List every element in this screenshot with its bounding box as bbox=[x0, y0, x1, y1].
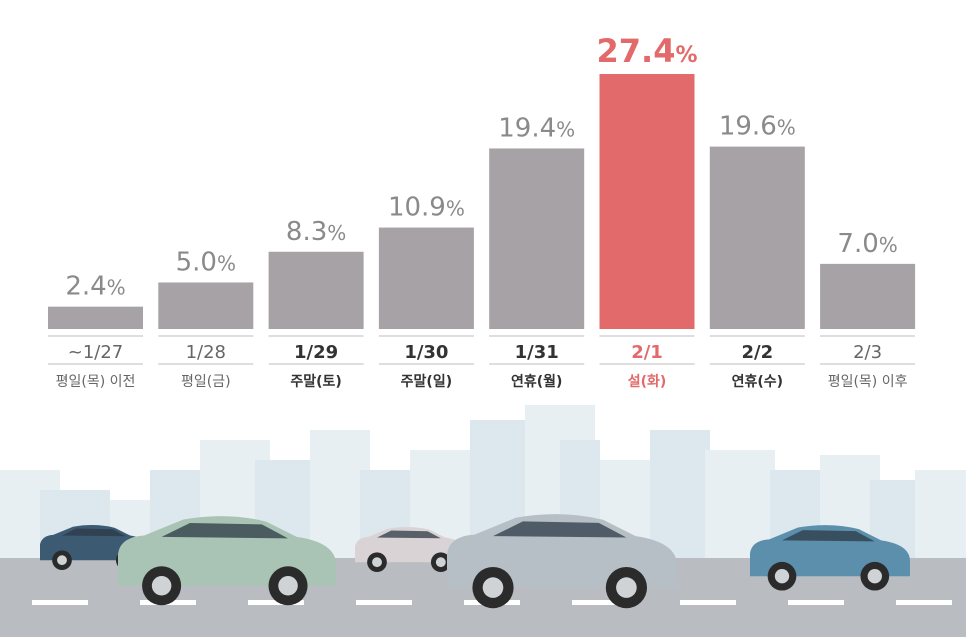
category-label: 2/1 bbox=[631, 342, 663, 363]
value-label: 7.0% bbox=[837, 229, 897, 259]
value-label: 19.4% bbox=[498, 113, 575, 143]
category-sublabel: 주말(일) bbox=[401, 374, 452, 390]
bar-~1/27 bbox=[48, 306, 143, 329]
car-2-illustration bbox=[118, 516, 336, 606]
category-sublabel: 연휴(수) bbox=[732, 374, 783, 390]
cars-illustration bbox=[40, 514, 910, 609]
category-sublabel: 설(화) bbox=[628, 374, 667, 390]
bar-1/29 bbox=[268, 251, 364, 329]
value-label: 27.4% bbox=[597, 32, 698, 70]
bar-labels: 2.4% ~1/27 평일(목) 이전 5.0% 1/28 평일(금) 8.3% 1/29 주말… bbox=[48, 32, 916, 390]
category-label: 1/29 bbox=[294, 342, 338, 363]
value-label: 8.3% bbox=[286, 217, 346, 247]
bar-1/28 bbox=[158, 282, 254, 329]
bar-1/31 bbox=[489, 148, 585, 329]
bar-1/30 bbox=[378, 227, 474, 329]
value-label: 19.6% bbox=[719, 112, 796, 142]
category-sublabel: 평일(목) 이전 bbox=[56, 374, 136, 390]
bar-series bbox=[48, 74, 916, 329]
car-4-illustration bbox=[447, 514, 677, 609]
value-label: 10.9% bbox=[388, 193, 465, 223]
value-label: 2.4% bbox=[65, 272, 125, 302]
category-sublabel: 주말(토) bbox=[290, 374, 341, 390]
bar-2/2 bbox=[709, 146, 805, 329]
category-sublabel: 연휴(월) bbox=[511, 373, 562, 390]
category-sublabel: 평일(금) bbox=[181, 374, 231, 390]
category-sublabel: 평일(목) 이후 bbox=[828, 374, 908, 390]
category-label: 2/2 bbox=[741, 342, 773, 363]
car-5-illustration bbox=[750, 525, 910, 591]
category-label: 1/31 bbox=[515, 342, 559, 363]
value-label: 5.0% bbox=[176, 247, 236, 277]
category-label: ~1/27 bbox=[68, 342, 124, 363]
bar-2/3 bbox=[820, 263, 916, 329]
category-label: 1/28 bbox=[186, 342, 226, 363]
bar-2/1 bbox=[599, 74, 695, 329]
car-3-illustration bbox=[355, 527, 465, 573]
category-label: 1/30 bbox=[404, 342, 448, 363]
category-label: 2/3 bbox=[853, 342, 882, 363]
